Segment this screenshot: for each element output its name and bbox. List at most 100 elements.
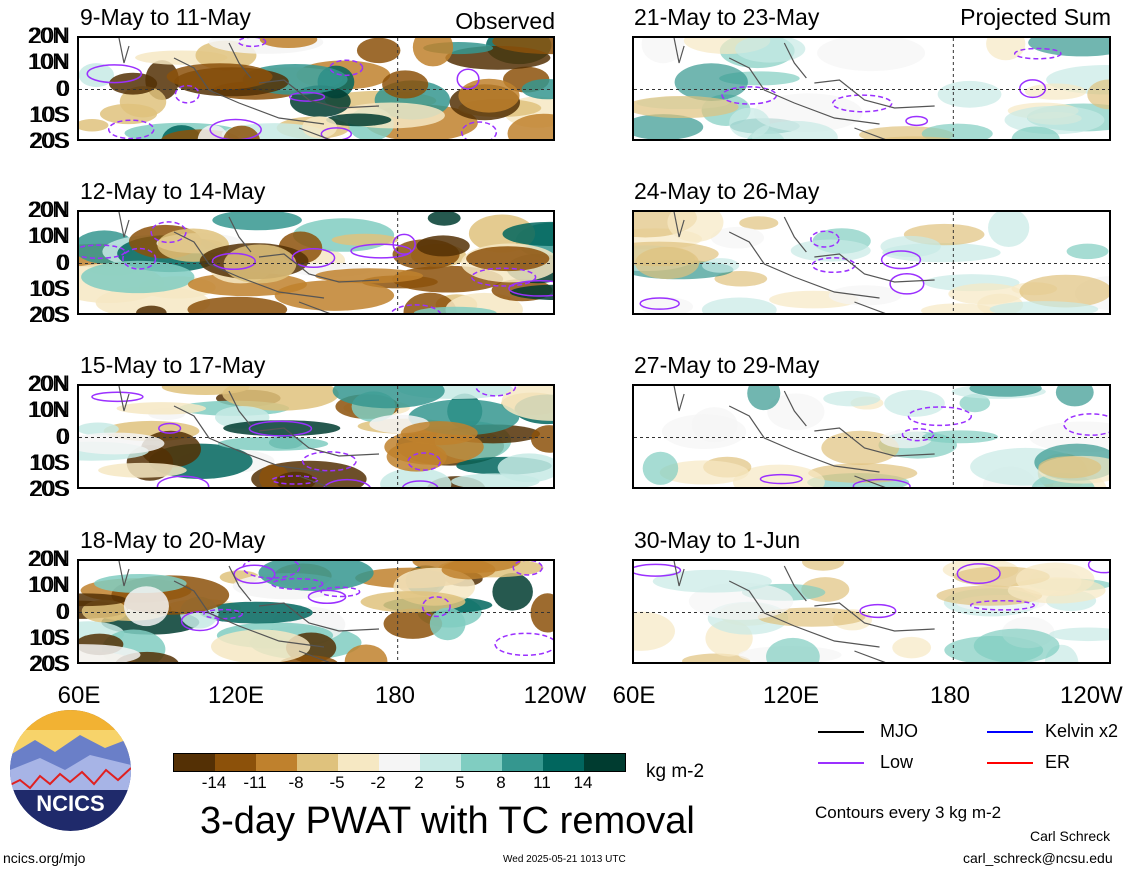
- low-contour: [242, 561, 301, 579]
- lat-label-10n: 10N: [27, 49, 68, 75]
- pwat-anomaly-patch: [986, 38, 1026, 61]
- lat-label-20s: 20S: [30, 128, 70, 153]
- lat-label-10n: 10N: [29, 572, 70, 598]
- colorbar-swatch: [338, 754, 379, 771]
- pwat-anomaly-patch: [634, 611, 675, 651]
- lon-label-120w-right: 120W: [1060, 682, 1123, 709]
- pwat-anomaly-patch: [790, 239, 871, 262]
- colorbar-swatch: [461, 754, 502, 771]
- low-contour: [421, 596, 451, 618]
- colorbar-swatch: [256, 754, 297, 771]
- pwat-anomaly-patch: [530, 425, 553, 453]
- low-contour: [79, 244, 126, 260]
- pwat-anomaly-patch: [79, 644, 141, 662]
- timestamp: Wed 2025-05-21 1013 UTC: [503, 854, 626, 865]
- coastline: [673, 386, 935, 487]
- lat-label-10s: 10S: [28, 624, 68, 650]
- pwat-anomaly-patch: [642, 451, 679, 485]
- pwat-anomaly-patch: [429, 607, 466, 641]
- low-contour: [209, 118, 262, 139]
- pwat-anomaly-patch: [315, 268, 424, 284]
- low-contour: [460, 121, 498, 139]
- low-contour: [122, 247, 157, 270]
- panel-title-right-4: 30-May to 1-Jun: [634, 527, 801, 553]
- legend-label-mjo: MJO: [880, 721, 918, 741]
- low-contour: [329, 59, 364, 77]
- low-contour: [271, 577, 324, 590]
- colorbar-tick-label: 5: [455, 773, 465, 792]
- pwat-anomaly-patch: [634, 95, 739, 119]
- pwat-anomaly-patch: [661, 414, 747, 450]
- pwat-anomaly-patch: [259, 38, 318, 49]
- pwat-anomaly-patch: [412, 38, 454, 67]
- lat-label-10s: 10S: [28, 449, 68, 475]
- pwat-anomaly-patch: [98, 462, 187, 478]
- legend-label-low: Low: [880, 752, 914, 772]
- legend-line-low: [818, 762, 864, 764]
- legend-line-er: [987, 762, 1033, 764]
- panel-title-left-2: 12-May to 14-May: [80, 178, 266, 204]
- lat-label-0: 0: [55, 75, 68, 101]
- map-panel-left-1: [77, 36, 555, 141]
- colorbar-units: kg m-2: [646, 761, 705, 782]
- colorbar-swatch: [543, 754, 584, 771]
- pwat-anomaly-patch: [1066, 243, 1109, 260]
- lon-label-60e-left: 60E: [57, 682, 101, 709]
- panel-title-right-3: 27-May to 29-May: [634, 352, 820, 378]
- observed-header: Observed: [455, 8, 555, 34]
- colorbar-swatch: [420, 754, 461, 771]
- low-contour: [180, 611, 219, 632]
- pwat-anomaly-patch: [109, 72, 158, 95]
- map-panel-left-3: [77, 384, 555, 489]
- pwat-anomaly-patch: [674, 63, 748, 101]
- pwat-anomaly-patch: [634, 114, 704, 139]
- colorbar-tick-label: -14: [201, 773, 227, 792]
- map-panel-right-1: [632, 36, 1111, 141]
- pwat-anomaly-patch: [468, 214, 536, 253]
- lat-label-20s: 20S: [30, 651, 70, 676]
- colorbar-swatch: [502, 754, 543, 771]
- pwat-anomaly-patch: [701, 297, 777, 313]
- pwat-anomaly-patch: [79, 593, 127, 607]
- lat-label-0: 0: [55, 598, 68, 624]
- pwat-anomaly-patch: [502, 221, 553, 246]
- lat-label-20s: 20S: [28, 476, 68, 501]
- pwat-anomaly-patch: [447, 561, 491, 573]
- pwat-anomaly-patch: [212, 212, 302, 231]
- low-contour: [156, 475, 210, 487]
- low-contour: [350, 243, 412, 259]
- pwat-anomaly-patch: [416, 235, 470, 257]
- pwat-anomaly-patch: [356, 38, 401, 64]
- site-link[interactable]: ncics.org/mjo: [3, 850, 86, 866]
- low-contour: [905, 115, 929, 127]
- colorbar-tick-label: 11: [533, 773, 551, 792]
- pwat-anomaly-patch: [667, 212, 724, 242]
- pwat-anomaly-patch: [823, 390, 881, 407]
- pwat-anomaly-patch: [766, 637, 820, 662]
- lat-label-20n: 20N: [29, 197, 70, 222]
- lon-label-120w-left: 120W: [523, 682, 587, 709]
- low-contour: [158, 422, 182, 434]
- pwat-anomaly-patch: [959, 394, 991, 413]
- low-contour: [759, 473, 803, 485]
- pwat-anomaly-patch: [948, 283, 1024, 305]
- pwat-anomaly-patch: [729, 107, 770, 139]
- low-contour: [237, 38, 267, 48]
- pwat-anomaly-patch: [1087, 79, 1109, 110]
- lat-label-20n: 20N: [29, 546, 70, 571]
- lat-label-0: 0: [55, 423, 68, 449]
- pwat-anomaly-patch: [710, 226, 765, 249]
- lat-label-10n: 10N: [27, 572, 68, 598]
- pwat-anomaly-patch: [937, 80, 1002, 108]
- low-contour: [307, 589, 347, 605]
- low-contour: [211, 252, 256, 271]
- coastline: [118, 212, 380, 313]
- pwat-anomaly-patch: [383, 608, 443, 639]
- pwat-anomaly-patch: [659, 460, 749, 485]
- colorbar-tick-label: 2: [414, 773, 424, 792]
- low-contour: [956, 563, 1001, 585]
- low-contour: [634, 563, 682, 577]
- legend-line-kelvin: [987, 731, 1033, 733]
- pwat-anomaly-patch: [458, 78, 520, 113]
- lat-label-10n: 10N: [27, 223, 68, 249]
